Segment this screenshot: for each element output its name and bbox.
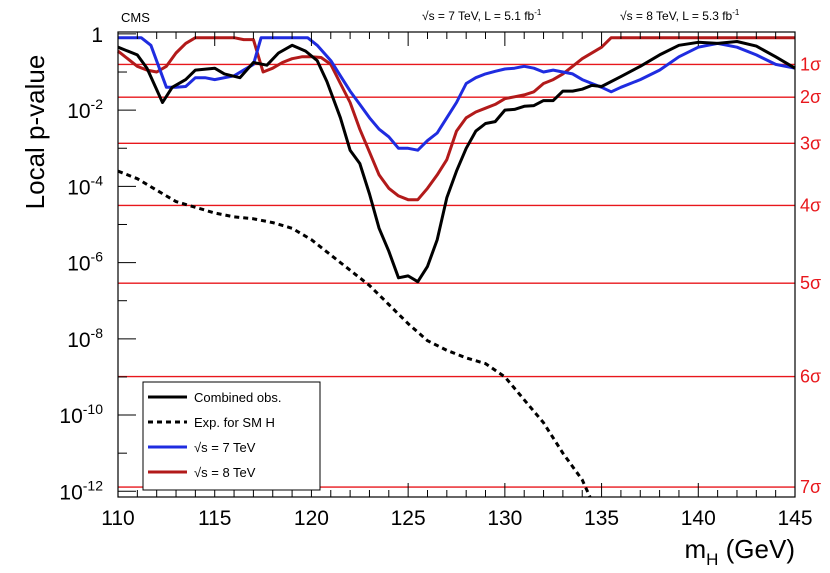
x-tick-label: 145 bbox=[777, 507, 812, 530]
legend: Combined obs. Exp. for SM H √s = 7 TeV √s =… bbox=[142, 381, 321, 491]
x-tick-label: 140 bbox=[681, 507, 716, 530]
y-tick-label: 10-10 bbox=[59, 401, 103, 428]
sigma-lines bbox=[118, 63, 795, 488]
series-layer bbox=[117, 36, 796, 498]
sigma-label: 1σ bbox=[800, 54, 821, 74]
sigma-label: 5σ bbox=[800, 273, 821, 293]
sigma-labels: 1σ 2σ 3σ 4σ 5σ 6σ 7σ bbox=[800, 54, 821, 497]
x-tick-label: 110 bbox=[101, 507, 134, 530]
cms-label: CMS bbox=[121, 10, 150, 25]
sigma-label: 3σ bbox=[800, 133, 821, 153]
x-axis-title: mH (GeV) bbox=[684, 534, 795, 569]
y-tick-label: 10-2 bbox=[67, 96, 103, 123]
sigma-label: 6σ bbox=[800, 367, 821, 387]
x-tick-label: 135 bbox=[584, 507, 619, 530]
sigma-label: 7σ bbox=[800, 477, 821, 497]
plot-frame bbox=[117, 31, 796, 498]
y-axis: 1 10-2 10-4 10-6 10-8 10-10 10-12 bbox=[59, 24, 136, 504]
x-tick-label: 115 bbox=[198, 507, 231, 530]
x-tick-label: 130 bbox=[487, 507, 522, 530]
legend-label: √s = 8 TeV bbox=[194, 465, 256, 480]
legend-label: Exp. for SM H bbox=[194, 415, 275, 430]
series-line bbox=[117, 36, 795, 202]
x-tick-label: 120 bbox=[294, 507, 329, 530]
y-tick-label: 10-4 bbox=[67, 172, 103, 199]
series-line bbox=[117, 169, 592, 498]
legend-label: √s = 7 TeV bbox=[194, 440, 256, 455]
y-tick-label: 10-8 bbox=[67, 325, 103, 352]
sigma-label: 2σ bbox=[800, 87, 821, 107]
y-tick-label: 10-6 bbox=[67, 249, 103, 276]
y-tick-label: 10-12 bbox=[59, 477, 103, 504]
energy-label-7tev: √s = 7 TeV, L = 5.1 fb-1 bbox=[422, 8, 542, 23]
series-line bbox=[117, 40, 796, 284]
x-tick-label: 125 bbox=[391, 507, 426, 530]
energy-label-8tev: √s = 8 TeV, L = 5.3 fb-1 bbox=[620, 8, 740, 23]
legend-label: Combined obs. bbox=[194, 390, 281, 405]
y-axis-title: Local p-value bbox=[20, 55, 50, 210]
sigma-label: 4σ bbox=[800, 195, 821, 215]
x-axis: 110 115 120 125 130 135 140 145 bbox=[101, 32, 813, 530]
y-tick-label: 1 bbox=[91, 24, 103, 47]
